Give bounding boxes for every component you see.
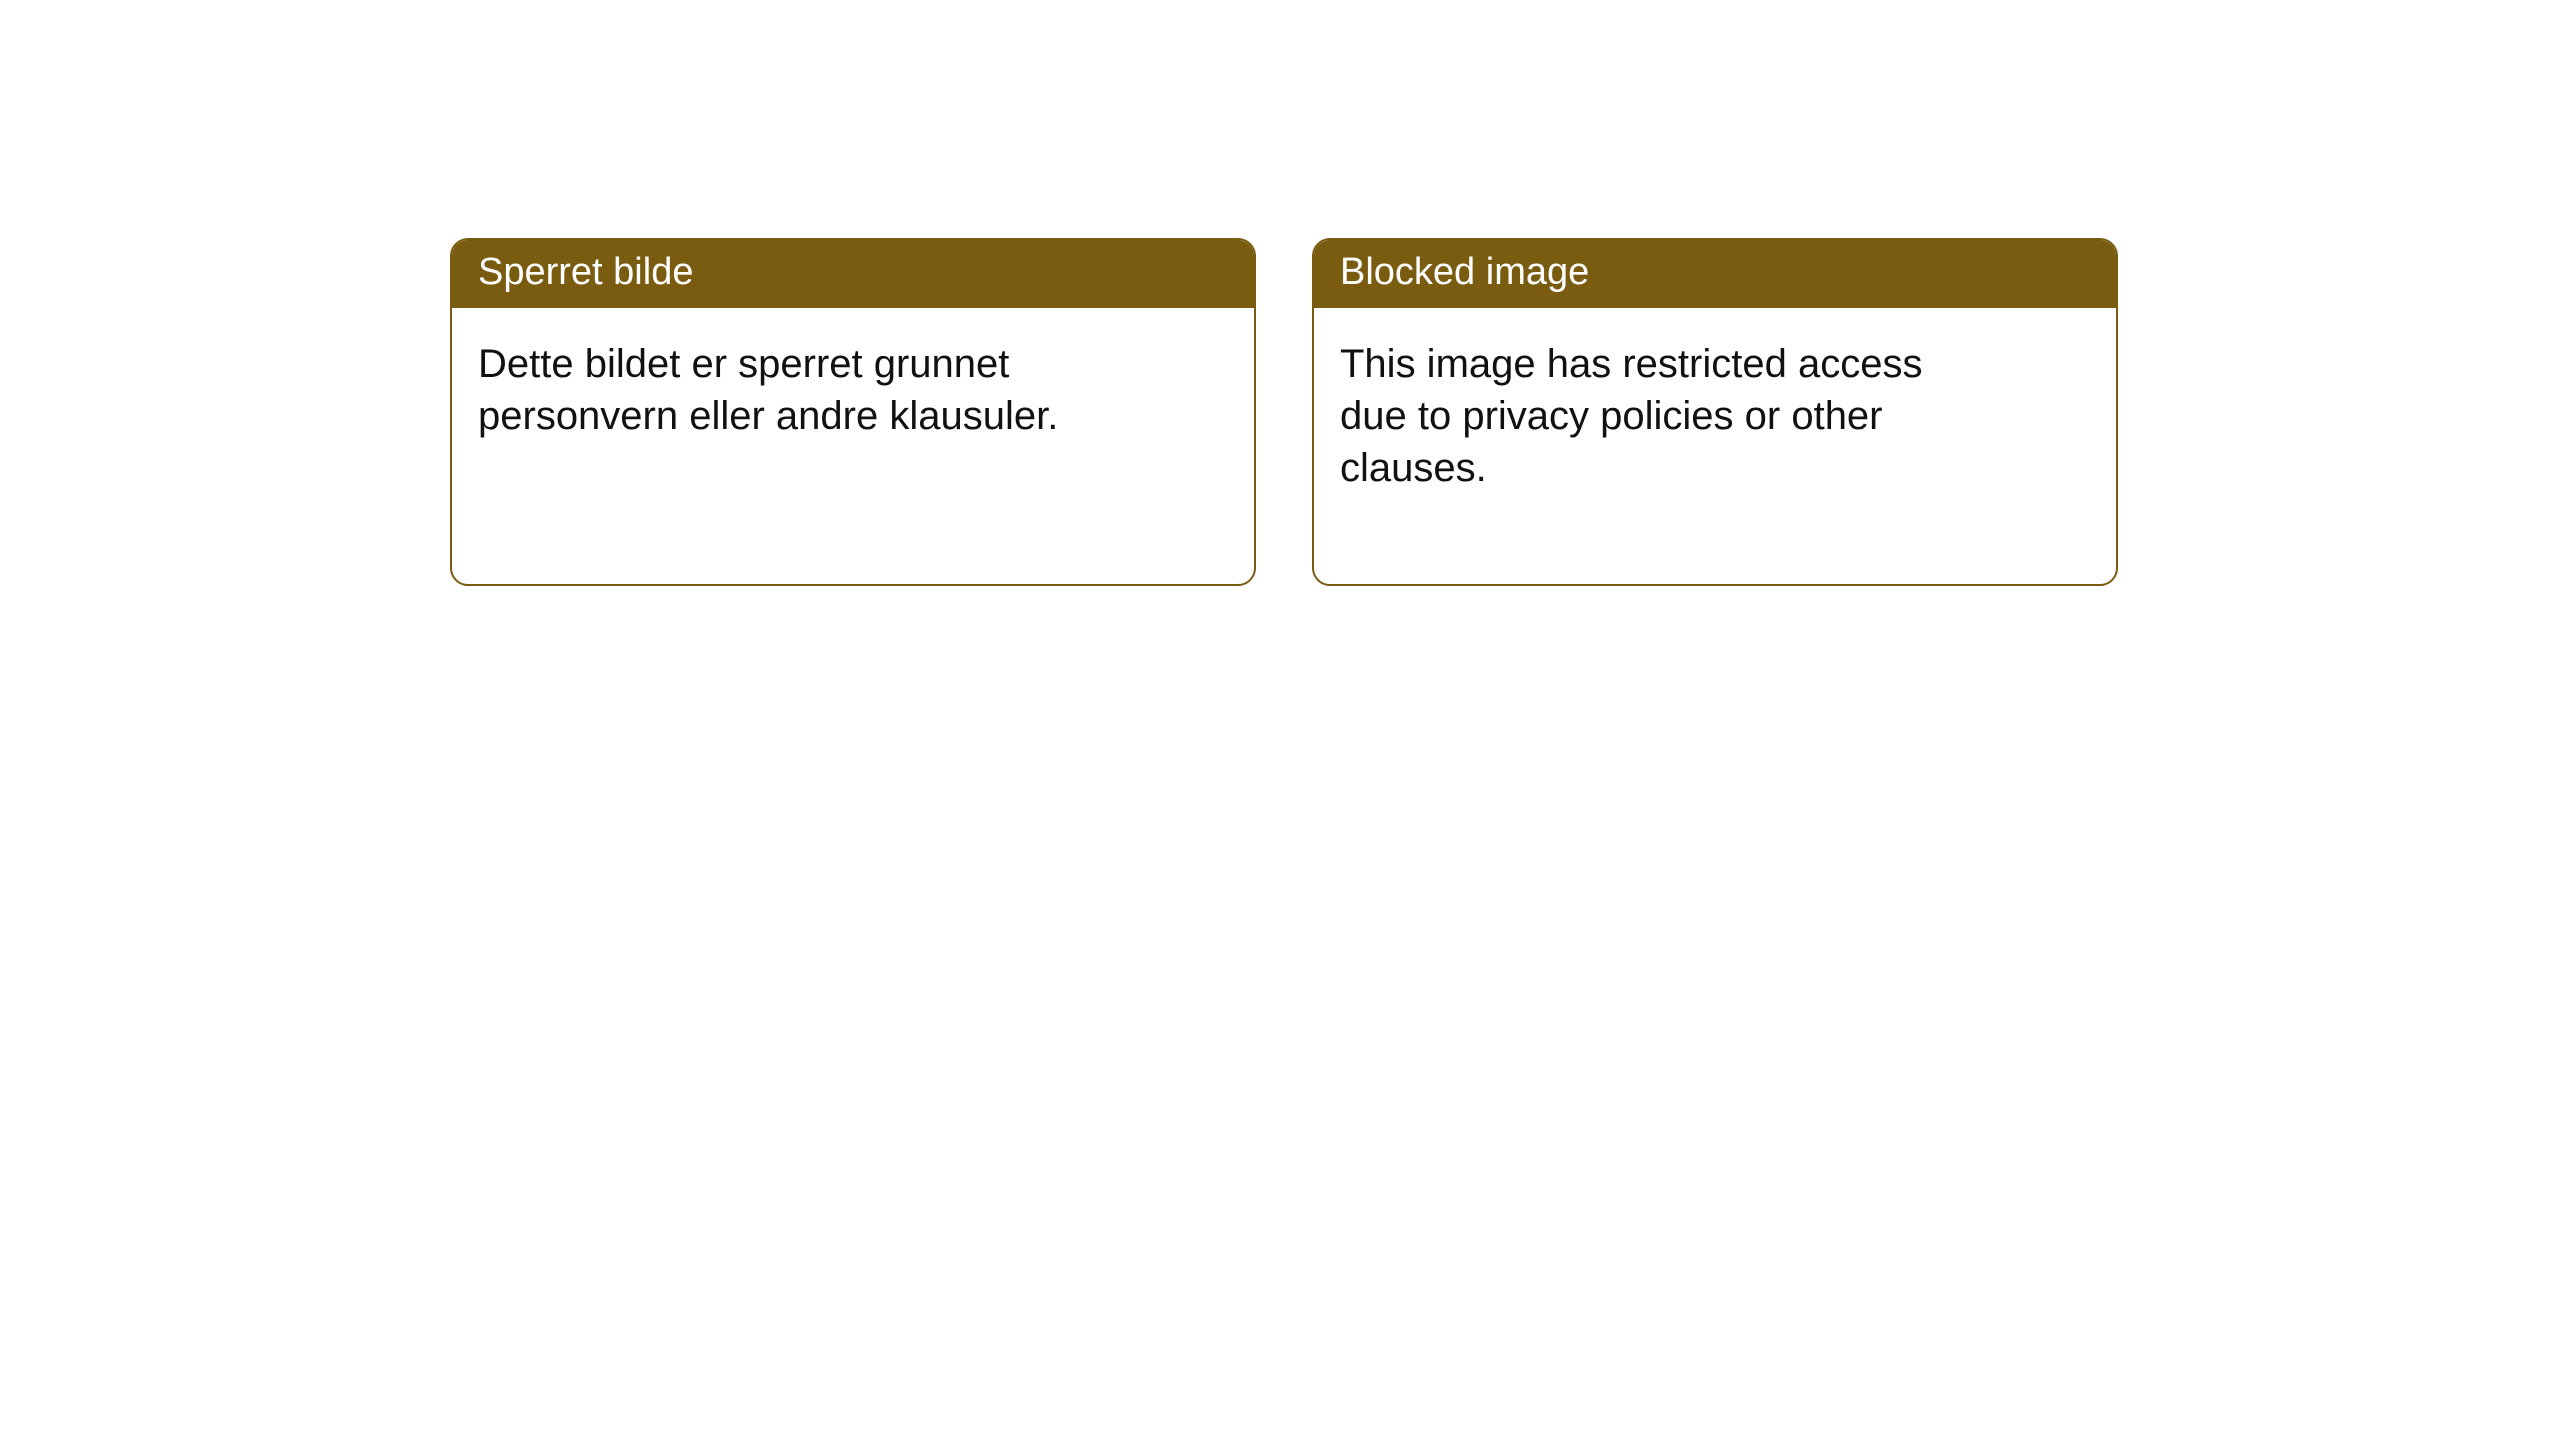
- notice-header: Blocked image: [1314, 240, 2116, 308]
- notice-body: Dette bildet er sperret grunnet personve…: [452, 308, 1152, 532]
- notice-card-english: Blocked image This image has restricted …: [1312, 238, 2118, 586]
- notice-header: Sperret bilde: [452, 240, 1254, 308]
- notice-body: This image has restricted access due to …: [1314, 308, 2014, 584]
- notice-container: Sperret bilde Dette bildet er sperret gr…: [450, 238, 2118, 586]
- notice-card-norwegian: Sperret bilde Dette bildet er sperret gr…: [450, 238, 1256, 586]
